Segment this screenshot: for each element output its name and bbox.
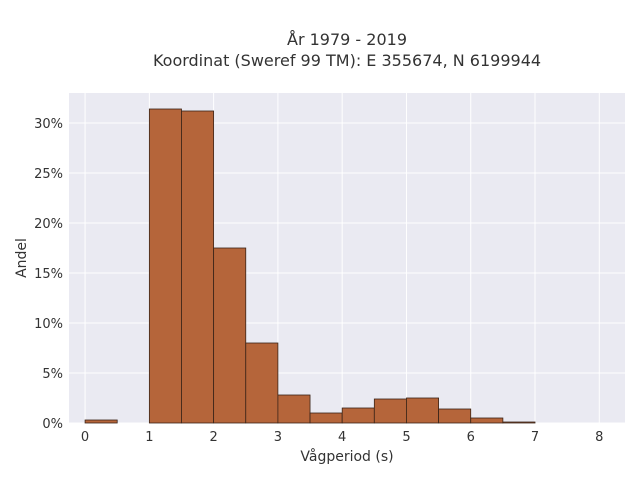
- x-tick-label: 0: [81, 430, 89, 445]
- y-tick-label: 30%: [34, 117, 63, 132]
- x-tick-label: 3: [274, 430, 282, 445]
- histogram-bar: [84, 419, 118, 424]
- x-tick-label: 2: [209, 430, 217, 445]
- histogram-bar: [213, 247, 247, 424]
- x-tick-label: 1: [145, 430, 153, 445]
- x-tick-label: 6: [467, 430, 475, 445]
- histogram-bar: [502, 421, 536, 424]
- histogram-bar: [277, 394, 311, 424]
- y-tick-label: 25%: [34, 167, 63, 182]
- y-tick-label: 15%: [34, 267, 63, 282]
- x-tick-label: 4: [338, 430, 346, 445]
- histogram-bar: [406, 397, 439, 424]
- histogram-bar: [438, 408, 472, 424]
- x-axis-label: Vågperiod (s): [300, 448, 393, 465]
- chart-title-line1: År 1979 - 2019: [287, 30, 407, 49]
- y-tick-label: 5%: [42, 367, 63, 382]
- y-tick-label: 20%: [34, 217, 63, 232]
- x-tick-label: 8: [595, 430, 603, 445]
- bars: [84, 108, 536, 424]
- histogram-bar: [373, 398, 407, 424]
- x-axis-ticks: 0 1 2 3 4 5 6 7 8: [81, 430, 604, 445]
- histogram-bar: [181, 110, 215, 424]
- histogram-bar: [245, 342, 279, 424]
- histogram-bar: [148, 108, 182, 424]
- x-tick-label: 7: [531, 430, 539, 445]
- y-tick-label: 0%: [42, 417, 63, 432]
- histogram-bar: [309, 412, 343, 424]
- x-tick-label: 5: [402, 430, 410, 445]
- y-tick-label: 10%: [34, 317, 63, 332]
- chart-title-line2: Koordinat (Sweref 99 TM): E 355674, N 61…: [153, 51, 541, 70]
- histogram-bar: [470, 417, 504, 424]
- y-axis-label: Andel: [14, 238, 30, 278]
- histogram-bar: [341, 407, 375, 424]
- y-axis-ticks: 0% 5% 10% 15% 20% 25% 30%: [34, 117, 63, 432]
